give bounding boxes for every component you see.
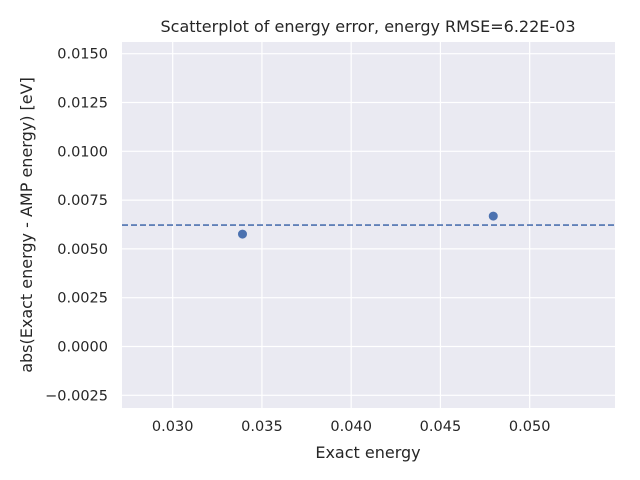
y-tick-label: 0.0100 — [57, 144, 108, 160]
x-tick-label: 0.030 — [152, 419, 194, 435]
x-tick-label: 0.035 — [241, 419, 283, 435]
data-points — [237, 211, 498, 239]
y-tick-label: 0.0075 — [57, 193, 108, 209]
y-tick-labels: −0.0025 0.0000 0.0025 0.0050 0.0075 0.0100 0.0… — [45, 47, 108, 405]
x-tick-label: 0.050 — [509, 419, 551, 435]
chart-title: Scatterplot of energy error, energy RMSE… — [160, 17, 575, 36]
y-tick-label: 0.0150 — [57, 47, 108, 63]
y-tick-label: 0.0050 — [57, 242, 108, 258]
y-tick-label: 0.0125 — [57, 96, 108, 112]
scatter-point — [237, 229, 247, 239]
scatter-point — [488, 211, 498, 221]
y-axis-label: abs(Exact energy - AMP energy) [eV] — [17, 77, 36, 373]
x-tick-labels: 0.030 0.035 0.040 0.045 0.050 — [152, 419, 551, 435]
x-tick-label: 0.045 — [420, 419, 462, 435]
y-tick-label: 0.0000 — [57, 340, 108, 356]
y-tick-label: 0.0025 — [57, 291, 108, 307]
x-axis-label: Exact energy — [315, 443, 420, 462]
y-tick-label: −0.0025 — [45, 388, 108, 404]
x-tick-label: 0.040 — [330, 419, 372, 435]
